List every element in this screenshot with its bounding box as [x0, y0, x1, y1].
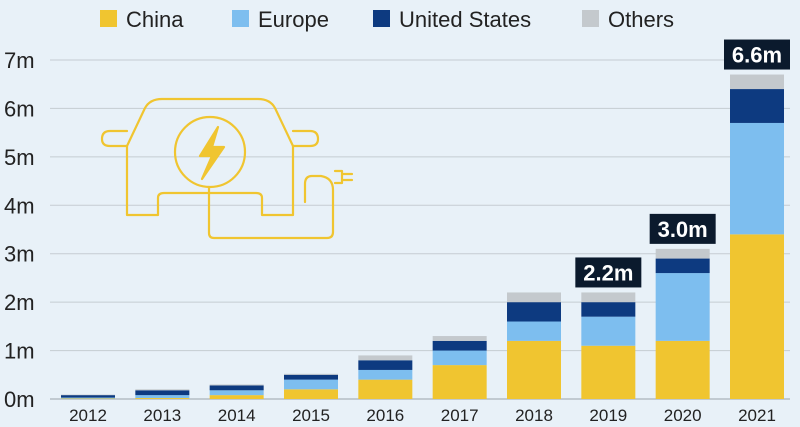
bar-segment-united-states — [284, 374, 338, 380]
bar-segment-china — [432, 365, 487, 399]
bar-segment-europe — [730, 122, 784, 235]
bar-segment-others — [209, 384, 264, 386]
x-tick-label: 2020 — [664, 406, 702, 425]
x-tick-label: 2018 — [515, 406, 553, 425]
bar-segment-europe — [358, 369, 413, 380]
bar-segment-china — [655, 340, 710, 399]
total-label-box — [575, 257, 642, 288]
legend-label: China — [126, 7, 184, 32]
x-tick-label: 2012 — [69, 406, 107, 425]
bar-segment-europe — [507, 321, 561, 341]
legend-swatch — [232, 10, 249, 27]
total-label-box — [649, 213, 716, 244]
total-label: 6.6m — [724, 39, 790, 70]
total-label-text: 2.2m — [583, 260, 633, 285]
bar-segment-europe — [655, 273, 710, 341]
y-tick-label: 6m — [4, 96, 35, 121]
x-axis-ticks: 2012 2013 2014 2015 2016 2017 2018 2019 2020 2021 — [69, 406, 776, 425]
bar-segment-others — [581, 292, 636, 303]
legend: China Europe United States Others — [100, 7, 674, 32]
bar-segment-china — [507, 340, 561, 399]
legend-item: Others — [582, 7, 674, 32]
gridlines — [50, 59, 790, 400]
bar-segment-others — [432, 336, 487, 341]
bar-segment-europe — [581, 316, 636, 346]
legend-item: China — [100, 7, 184, 32]
total-label-box — [724, 39, 790, 70]
bar-segment-china — [209, 395, 264, 399]
bar-segment-europe — [209, 390, 264, 396]
y-tick-label: 4m — [4, 193, 35, 218]
x-tick-label: 2013 — [143, 406, 181, 425]
legend-item: United States — [373, 7, 531, 32]
bar-segment-united-states — [358, 360, 413, 370]
bar-segment-united-states — [730, 89, 784, 123]
bar-segment-united-states — [209, 385, 264, 391]
bars-layer — [61, 74, 784, 399]
x-tick-label: 2019 — [589, 406, 627, 425]
x-tick-label: 2017 — [441, 406, 479, 425]
x-tick-label: 2015 — [292, 406, 330, 425]
y-tick-label: 7m — [4, 48, 35, 73]
bar-segment-united-states — [581, 302, 636, 317]
legend-swatch — [373, 10, 390, 27]
bar-segment-united-states — [135, 390, 190, 396]
total-labels-layer: 2.2m 3.0m 6.6m — [575, 39, 790, 288]
bar-segment-others — [507, 292, 561, 303]
bar-segment-china — [284, 389, 338, 399]
total-label: 3.0m — [649, 213, 716, 244]
bar-segment-others — [730, 74, 784, 90]
bar-segment-europe — [61, 397, 115, 399]
bar-segment-europe — [135, 395, 190, 399]
y-tick-label: 1m — [4, 339, 35, 364]
bar-segment-others — [358, 355, 413, 361]
legend-label: United States — [399, 7, 531, 32]
y-tick-label: 2m — [4, 290, 35, 315]
total-label: 2.2m — [575, 257, 642, 288]
bar-segment-china — [135, 398, 190, 399]
electric-car-icon — [100, 97, 354, 240]
bar-segment-china — [581, 345, 636, 399]
bar-segment-europe — [284, 379, 338, 390]
total-label-text: 3.0m — [658, 217, 708, 242]
bar-segment-united-states — [61, 395, 115, 398]
x-tick-label: 2014 — [218, 406, 256, 425]
y-tick-label: 0m — [4, 387, 35, 412]
legend-swatch — [100, 10, 117, 27]
bar-segment-china — [358, 379, 413, 399]
bar-segment-united-states — [655, 258, 710, 274]
legend-label: Europe — [258, 7, 329, 32]
bar-segment-united-states — [432, 340, 487, 351]
total-label-text: 6.6m — [732, 43, 782, 68]
x-tick-label: 2021 — [738, 406, 776, 425]
legend-item: Europe — [232, 7, 329, 32]
bar-segment-others — [135, 389, 190, 391]
y-axis-ticks: 0m 1m 2m 3m 4m 5m 6m 7m — [4, 48, 35, 412]
bar-segment-united-states — [507, 302, 561, 322]
bar-segment-others — [284, 373, 338, 375]
bar-segment-europe — [432, 350, 487, 366]
bar-segment-others — [655, 248, 710, 259]
legend-swatch — [582, 10, 599, 27]
x-tick-label: 2016 — [366, 406, 404, 425]
y-tick-label: 3m — [4, 242, 35, 267]
bar-segment-china — [730, 234, 784, 399]
legend-label: Others — [608, 7, 674, 32]
y-tick-label: 5m — [4, 145, 35, 170]
